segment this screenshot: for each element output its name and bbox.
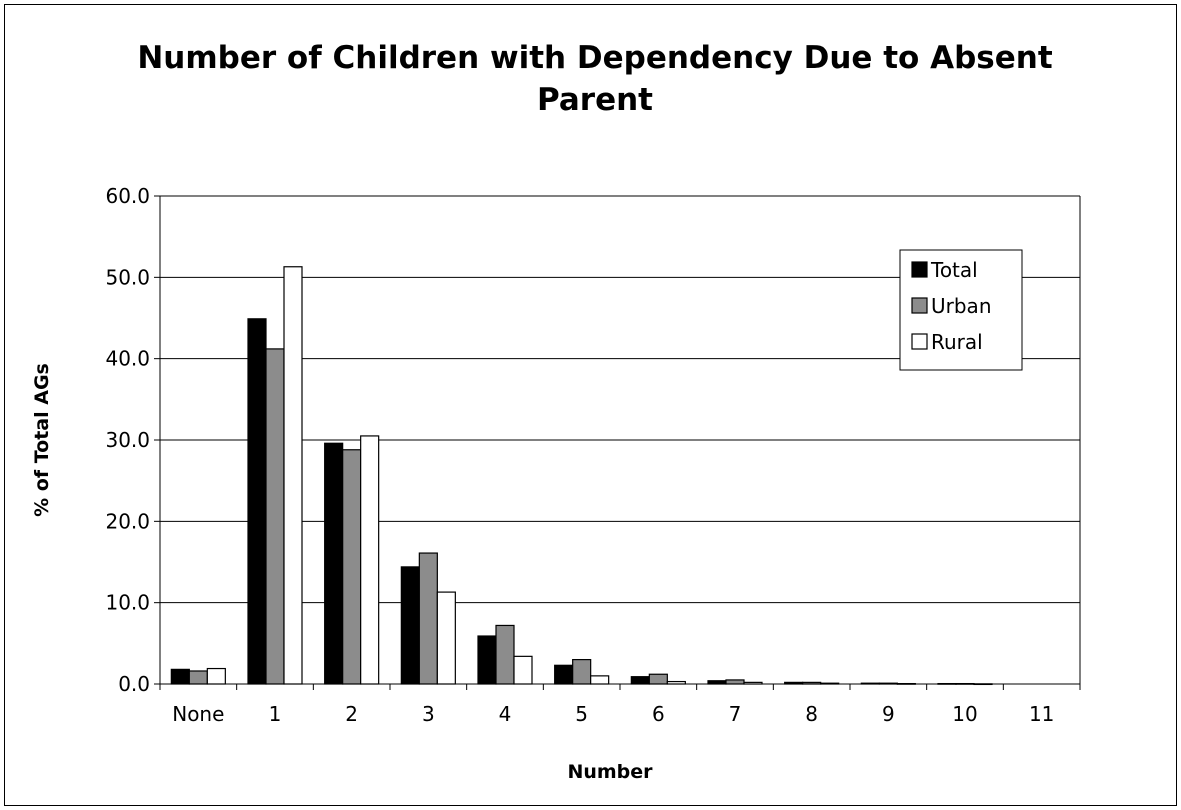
x-tick-label: 5 xyxy=(575,702,588,726)
bar-total-2 xyxy=(324,442,344,685)
bar-total-none xyxy=(170,668,190,685)
y-tick-label: 30.0 xyxy=(105,428,150,452)
bar-rural-1 xyxy=(283,266,303,685)
y-tick-label: 0.0 xyxy=(118,672,150,696)
x-tick-label: 10 xyxy=(952,702,977,726)
bar-urban-3 xyxy=(418,552,438,685)
y-tick-label: 10.0 xyxy=(105,591,150,615)
x-tick-label: 1 xyxy=(269,702,282,726)
bar-total-1 xyxy=(247,318,267,685)
x-tick-label: 4 xyxy=(499,702,512,726)
bar-rural-2 xyxy=(360,435,380,685)
x-tick-label: 7 xyxy=(729,702,742,726)
legend-label-urban: Urban xyxy=(931,294,992,318)
y-tick-label: 20.0 xyxy=(105,509,150,533)
x-tick-label: 2 xyxy=(345,702,358,726)
bar-urban-4 xyxy=(495,624,515,685)
legend-swatch-total xyxy=(911,261,928,278)
x-tick-label: 8 xyxy=(805,702,818,726)
chart-title-line-2: Parent xyxy=(537,82,653,118)
bar-urban-2 xyxy=(342,449,362,685)
legend-swatch-urban xyxy=(911,297,928,314)
bar-urban-none xyxy=(188,670,208,685)
x-tick-label: 11 xyxy=(1029,702,1054,726)
y-tick-label: 40.0 xyxy=(105,347,150,371)
legend-swatch-rural xyxy=(911,333,928,350)
x-tick-label: None xyxy=(172,702,224,726)
x-tick-label: 6 xyxy=(652,702,665,726)
bar-rural-5 xyxy=(590,675,610,685)
bar-urban-1 xyxy=(265,348,285,685)
bar-total-3 xyxy=(400,566,420,685)
legend-label-rural: Rural xyxy=(931,330,983,354)
x-tick-label: 3 xyxy=(422,702,435,726)
x-axis-ticks: None 1 2 3 4 5 6 7 8 9 10 11 xyxy=(159,683,1081,726)
bar-total-5 xyxy=(554,664,574,685)
legend-label-total: Total xyxy=(930,258,978,282)
y-tick-label: 50.0 xyxy=(105,265,150,289)
chart-title-line-1: Number of Children with Dependency Due t… xyxy=(137,40,1053,76)
bar-urban-6 xyxy=(648,673,668,685)
y-axis-label: % of Total AGs xyxy=(31,363,53,517)
bars xyxy=(170,266,993,686)
bar-rural-4 xyxy=(513,655,533,685)
bar-rural-none xyxy=(206,667,226,685)
bar-urban-7 xyxy=(725,679,745,685)
y-tick-label: 60.0 xyxy=(105,184,150,208)
bar-total-4 xyxy=(477,635,497,685)
bar-urban-5 xyxy=(572,658,592,685)
y-axis-ticks: 0.0 10.0 20.0 30.0 40.0 50.0 60.0 xyxy=(105,184,160,696)
x-axis-label: Number xyxy=(567,761,653,783)
x-tick-label: 9 xyxy=(882,702,895,726)
bar-total-6 xyxy=(630,676,650,685)
bar-rural-3 xyxy=(436,591,456,685)
legend: Total Urban Rural xyxy=(899,249,1023,371)
